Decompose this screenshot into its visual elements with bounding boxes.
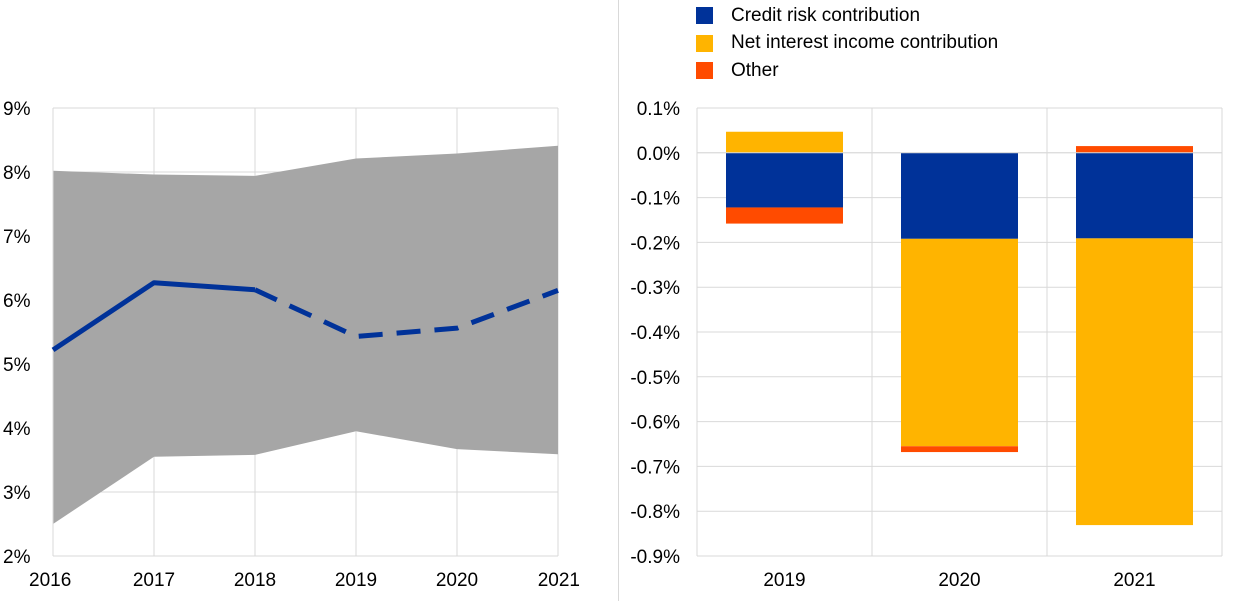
x-tick-label-5: 2021 — [538, 570, 580, 591]
x-tick-label-4: 2020 — [436, 570, 478, 591]
x-tick-label-0: 2016 — [29, 570, 71, 591]
legend-swatch-net-interest-income — [696, 34, 713, 52]
panel-divider — [618, 0, 619, 601]
bar-x-tick-label-2019: 2019 — [763, 570, 805, 591]
x-tick-label-3: 2019 — [335, 570, 377, 591]
legend-swatch-other — [696, 62, 713, 80]
legend-label-credit-risk: Credit risk contribution — [731, 4, 921, 26]
bar-y-tick-label-8: -0.7% — [630, 457, 680, 478]
bar-y-tick-label-0: 0.1% — [637, 99, 680, 120]
legend: Credit risk contribution Net interest in… — [696, 2, 998, 85]
y-tick-label-2: 4% — [3, 419, 31, 440]
bar-y-tick-label-5: -0.4% — [630, 323, 680, 344]
legend-swatch-credit-risk — [696, 7, 713, 25]
y-tick-label-4: 6% — [3, 291, 31, 312]
bar-y-tick-label-6: -0.5% — [630, 368, 680, 389]
y-tick-label-3: 5% — [3, 355, 31, 376]
bar-net-interest-income-2019 — [726, 131, 843, 153]
legend-label-net-interest-income: Net interest income contribution — [731, 32, 999, 54]
legend-item-other: Other — [696, 57, 998, 85]
y-tick-label-0: 2% — [3, 547, 31, 568]
y-tick-label-5: 7% — [3, 227, 31, 248]
bar-y-tick-label-10: -0.9% — [630, 547, 680, 568]
legend-item-net-interest-income: Net interest income contribution — [696, 30, 998, 58]
y-tick-label-1: 3% — [3, 483, 31, 504]
bar-other-2020 — [901, 446, 1018, 453]
bar-other-2019 — [726, 207, 843, 224]
legend-label-other: Other — [731, 59, 779, 81]
bar-y-tick-label-9: -0.8% — [630, 502, 680, 523]
bar-y-tick-label-2: -0.1% — [630, 189, 680, 210]
series-line-dashed — [253, 287, 559, 339]
bar-net-interest-income-2021 — [1076, 238, 1193, 526]
bar-y-tick-label-7: -0.6% — [630, 413, 680, 434]
bar-credit-risk-2020 — [901, 152, 1018, 239]
legend-item-credit-risk: Credit risk contribution — [696, 2, 998, 30]
bar-y-tick-label-4: -0.3% — [630, 278, 680, 299]
left-chart: 2% 3% 4% 5% 6% 7% 8% 9% 2016 2017 2018 2019 2020 2021 — [3, 99, 580, 591]
x-tick-label-1: 2017 — [133, 570, 175, 591]
bar-x-tick-label-2021: 2021 — [1113, 570, 1155, 591]
bar-y-tick-label-3: -0.2% — [630, 233, 680, 254]
bar-x-tick-label-2020: 2020 — [938, 570, 980, 591]
series-line-solid — [51, 280, 256, 353]
bar-credit-risk-2021 — [1076, 152, 1193, 239]
y-tick-label-7: 9% — [3, 99, 31, 120]
y-tick-label-6: 8% — [3, 163, 31, 184]
range-band — [53, 145, 558, 524]
bar-net-interest-income-2020 — [901, 238, 1018, 447]
bar-credit-risk-2019 — [726, 152, 843, 208]
bar-y-tick-label-1: 0.0% — [637, 144, 680, 165]
bar-other-2021 — [1076, 146, 1193, 153]
x-tick-label-2: 2018 — [234, 570, 276, 591]
